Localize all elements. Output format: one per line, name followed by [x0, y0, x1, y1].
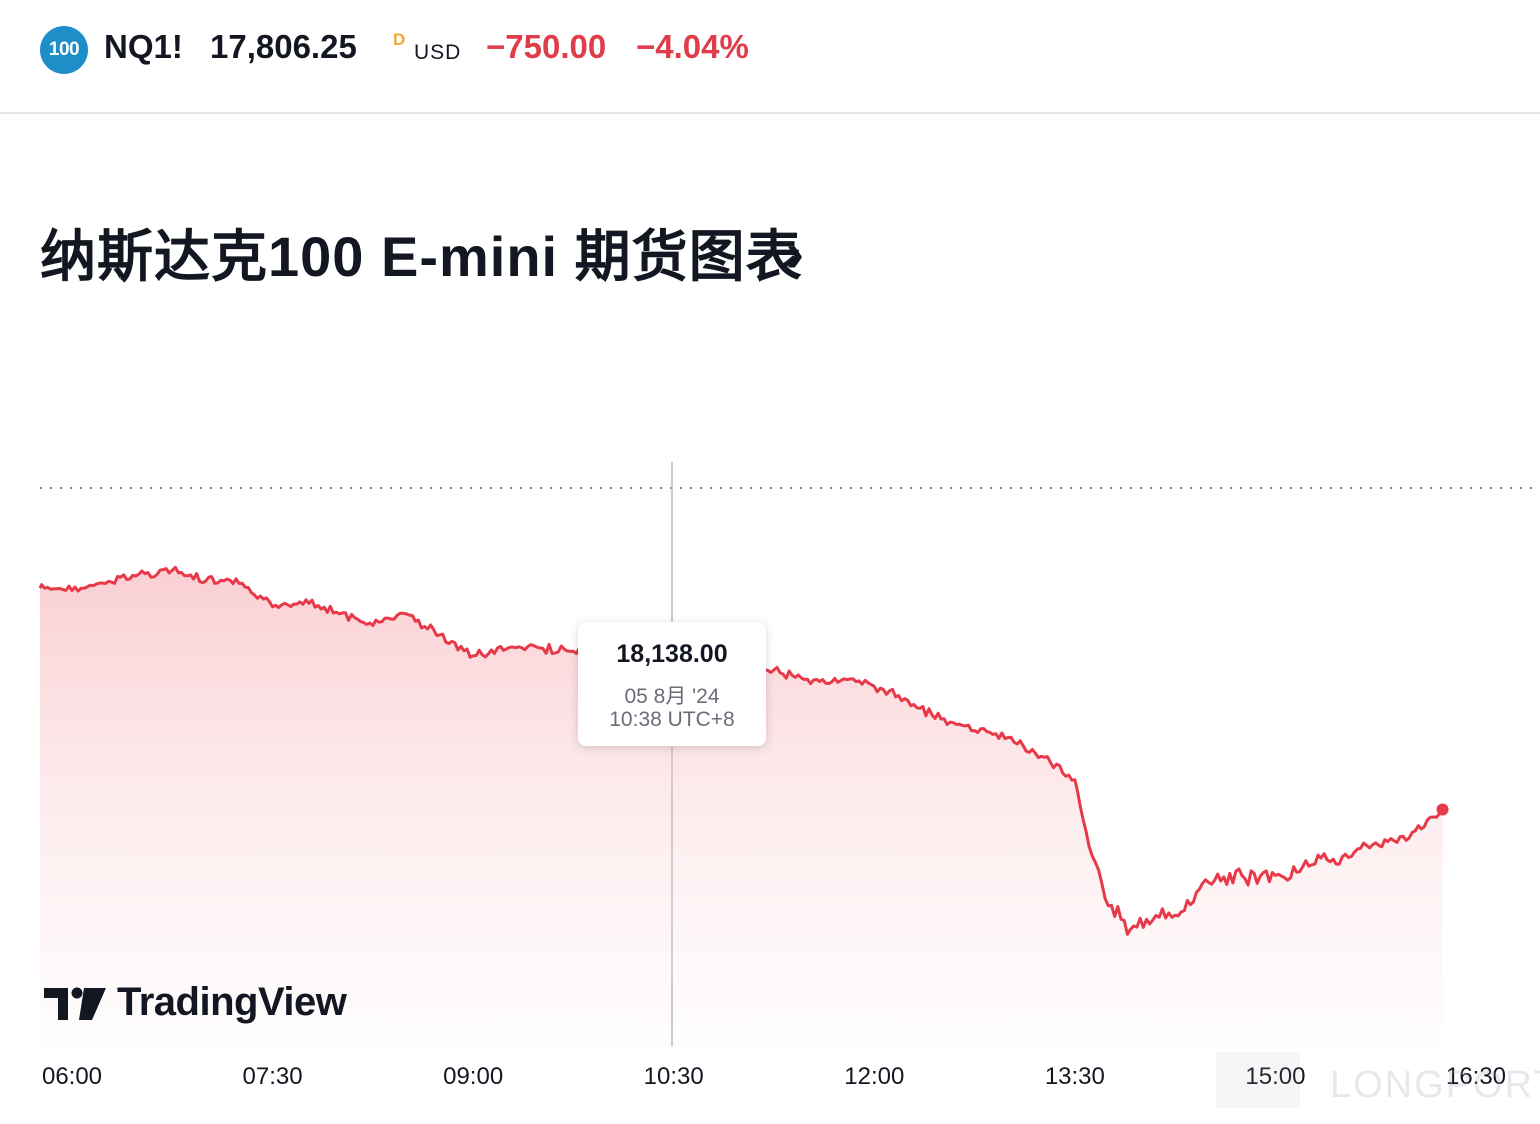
last-price-dot [1436, 803, 1449, 816]
chevron-right-icon[interactable]: › [786, 223, 804, 283]
watermark-mark [1216, 1052, 1300, 1108]
currency-label: USD [414, 41, 462, 64]
quote-header: 100 NQ1! 17,806.25 D USD −750.00 −4.04% [0, 0, 1540, 114]
index-badge[interactable]: 100 [40, 26, 88, 74]
price-change-percent: −4.04% [636, 28, 749, 65]
x-tick-label: 07:30 [243, 1063, 303, 1090]
watermark-text: LONGPORT [1330, 1064, 1540, 1106]
last-price: 17,806.25 [210, 28, 357, 65]
x-tick-label: 16:30 [1446, 1063, 1506, 1090]
crosshair-tooltip: 18,138.00 05 8月 '24 10:38 UTC+8 [578, 622, 766, 746]
x-tick-label: 10:30 [644, 1063, 704, 1090]
x-tick-label: 12:00 [844, 1063, 904, 1090]
tooltip-price: 18,138.00 [616, 640, 728, 668]
x-tick-label: 09:00 [443, 1063, 503, 1090]
delayed-flag: D [393, 30, 406, 49]
tradingview-wordmark[interactable]: TradingView [117, 980, 347, 1024]
x-tick-label: 15:00 [1245, 1063, 1305, 1090]
tooltip-date: 05 8月 '24 [624, 685, 720, 708]
x-tick-label: 13:30 [1045, 1063, 1105, 1090]
tooltip-time: 10:38 UTC+8 [609, 708, 735, 731]
chart-title-link[interactable]: 纳斯达克100 E-mini 期货图表 [40, 225, 803, 288]
price-change: −750.00 [486, 28, 607, 65]
x-tick-label: 06:00 [42, 1063, 102, 1090]
price-area-fill [40, 567, 1443, 1046]
tradingview-logo-icon[interactable] [44, 984, 108, 1024]
symbol-label[interactable]: NQ1! [104, 28, 183, 65]
x-axis: 06:00 07:30 09:00 10:30 12:00 13:30 15:00 16:30 [42, 1063, 1506, 1090]
